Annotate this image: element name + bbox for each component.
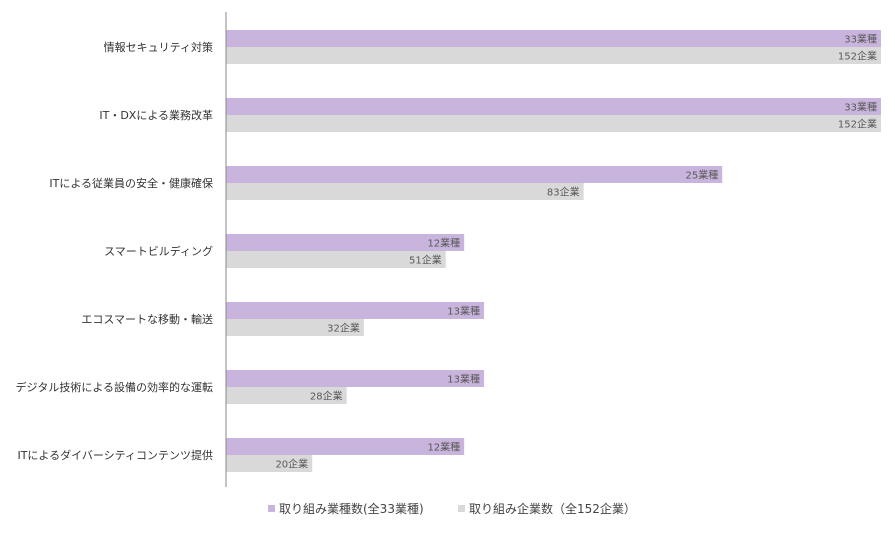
- bar-industries: [226, 370, 485, 387]
- category-label: IT・DXによる業務改革: [99, 108, 213, 122]
- data-label: 33業種: [844, 33, 877, 46]
- legend-swatch: [458, 505, 465, 512]
- bar-industries: [226, 98, 881, 115]
- data-label: 152企業: [838, 50, 877, 63]
- bar-industries: [226, 302, 485, 319]
- data-label: 13業種: [447, 305, 480, 318]
- bar-industries: [226, 30, 881, 47]
- data-label: 25業種: [685, 169, 718, 182]
- category-label: ITによるダイバーシティコンテンツ提供: [17, 448, 213, 462]
- legend-label: 取り組み企業数（全152企業）: [469, 501, 636, 516]
- legend-label: 取り組み業種数(全33業種): [279, 501, 424, 516]
- data-label: 20企業: [275, 458, 308, 471]
- data-label: 51企業: [409, 254, 442, 267]
- bar-companies: [226, 319, 364, 336]
- data-label: 83企業: [547, 186, 580, 199]
- bar-industries: [226, 166, 723, 183]
- data-label: 152企業: [838, 118, 877, 131]
- data-label: 28企業: [310, 390, 343, 403]
- data-label: 13業種: [447, 373, 480, 386]
- legend-swatch: [268, 505, 275, 512]
- bar-companies: [226, 47, 881, 64]
- category-label: ITによる従業員の安全・健康確保: [49, 176, 213, 190]
- data-label: 12業種: [427, 441, 460, 454]
- category-label: 情報セキュリティ対策: [104, 40, 213, 54]
- category-label: エコスマートな移動・輸送: [81, 312, 213, 326]
- category-label: スマートビルディング: [104, 244, 213, 258]
- data-label: 32企業: [327, 322, 360, 335]
- bar-industries: [226, 438, 465, 455]
- data-label: 33業種: [844, 101, 877, 114]
- category-label: デジタル技術による設備の効率的な運転: [16, 380, 213, 394]
- bar-industries: [226, 234, 465, 251]
- bar-companies: [226, 387, 347, 404]
- data-label: 12業種: [427, 237, 460, 250]
- bar-companies: [226, 183, 584, 200]
- bar-companies: [226, 251, 446, 268]
- bar-companies: [226, 115, 881, 132]
- bar-companies: [226, 455, 313, 472]
